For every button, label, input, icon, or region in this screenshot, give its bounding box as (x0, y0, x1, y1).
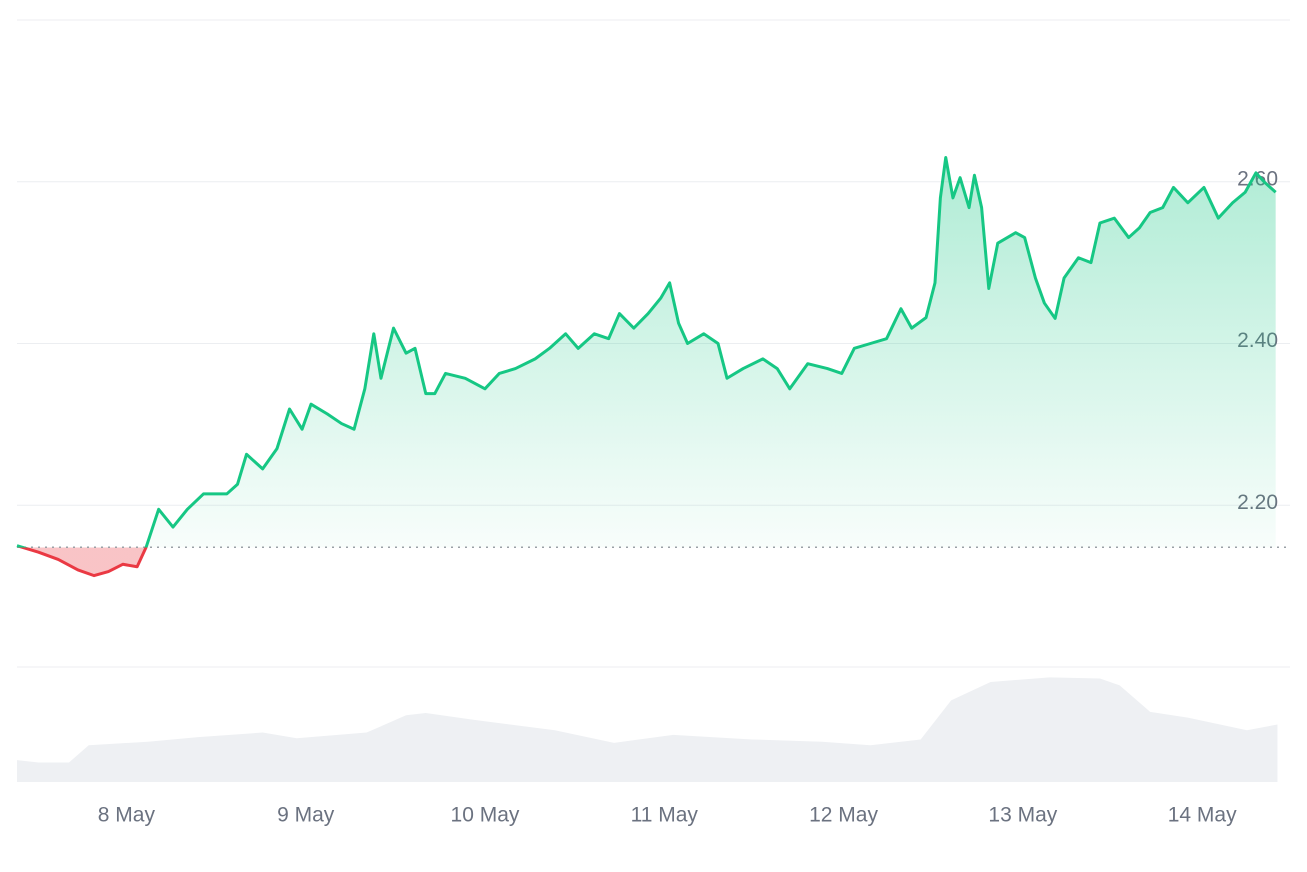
x-tick-label: 11 May (631, 804, 699, 827)
price-area (17, 157, 1276, 576)
volume-area (17, 677, 1278, 782)
x-tick-label: 8 May (98, 804, 156, 827)
price-line (16, 155, 1277, 578)
x-tick-label: 10 May (451, 804, 520, 827)
x-tick-label: 13 May (988, 804, 1057, 827)
x-tick-label: 12 May (809, 804, 878, 827)
x-tick-label: 14 May (1168, 804, 1237, 827)
x-tick-label: 9 May (277, 804, 335, 827)
